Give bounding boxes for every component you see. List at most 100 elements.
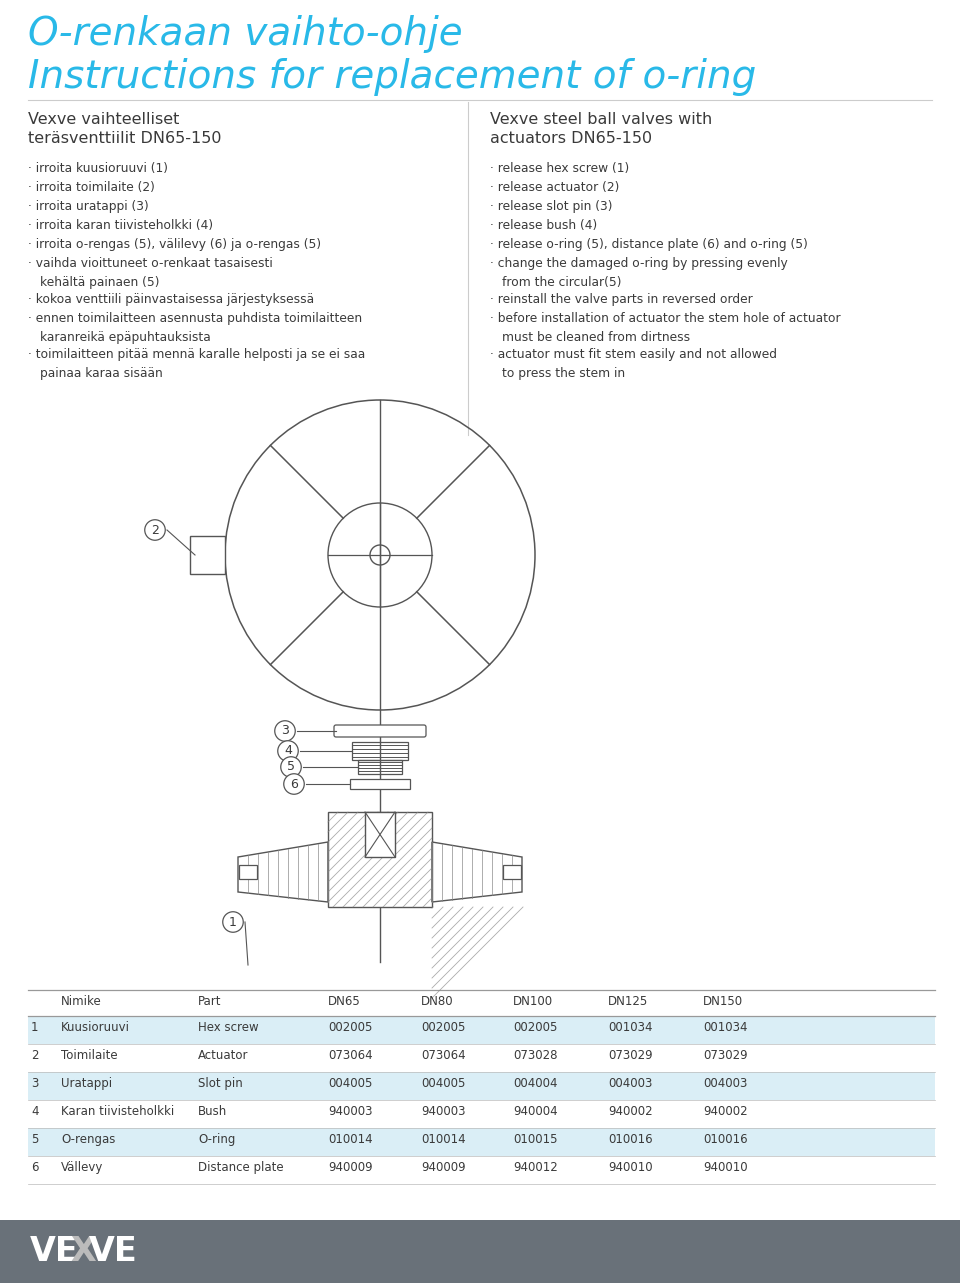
Text: · release o-ring (5), distance plate (6) and o-ring (5): · release o-ring (5), distance plate (6)…: [490, 239, 808, 251]
Text: 5: 5: [287, 761, 295, 774]
Text: DN65: DN65: [328, 996, 361, 1008]
Text: 5: 5: [31, 1133, 38, 1146]
Text: Toimilaite: Toimilaite: [61, 1049, 118, 1062]
Text: 073029: 073029: [703, 1049, 748, 1062]
Text: 2: 2: [151, 523, 159, 536]
Text: · irroita kuusioruuvi (1): · irroita kuusioruuvi (1): [28, 162, 168, 174]
Text: 940003: 940003: [328, 1105, 372, 1117]
FancyBboxPatch shape: [350, 779, 410, 789]
Text: Vexve vaihteelliset: Vexve vaihteelliset: [28, 112, 180, 127]
FancyBboxPatch shape: [28, 1073, 935, 1100]
Text: · irroita toimilaite (2): · irroita toimilaite (2): [28, 181, 155, 194]
Text: · release actuator (2): · release actuator (2): [490, 181, 619, 194]
Text: Vällevy: Vällevy: [61, 1161, 104, 1174]
Text: O-rengas: O-rengas: [61, 1133, 115, 1146]
Text: 940009: 940009: [328, 1161, 372, 1174]
Text: O-ring: O-ring: [198, 1133, 235, 1146]
Text: 940002: 940002: [703, 1105, 748, 1117]
FancyBboxPatch shape: [334, 725, 426, 736]
Text: 073028: 073028: [513, 1049, 558, 1062]
Text: Actuator: Actuator: [198, 1049, 249, 1062]
Text: 010016: 010016: [703, 1133, 748, 1146]
Text: 940012: 940012: [513, 1161, 558, 1174]
Text: 940009: 940009: [421, 1161, 466, 1174]
Text: to press the stem in: to press the stem in: [502, 367, 625, 380]
Text: 3: 3: [31, 1076, 38, 1091]
FancyBboxPatch shape: [239, 865, 257, 879]
Text: 002005: 002005: [421, 1021, 466, 1034]
Text: Uratappi: Uratappi: [61, 1076, 112, 1091]
Text: · irroita uratappi (3): · irroita uratappi (3): [28, 200, 149, 213]
Text: 073064: 073064: [328, 1049, 372, 1062]
FancyBboxPatch shape: [28, 1128, 935, 1156]
Text: 940003: 940003: [421, 1105, 466, 1117]
Text: 6: 6: [290, 777, 298, 790]
Text: · irroita o-rengas (5), välilevy (6) ja o-rengas (5): · irroita o-rengas (5), välilevy (6) ja …: [28, 239, 322, 251]
Text: 1: 1: [31, 1021, 38, 1034]
Text: 073064: 073064: [421, 1049, 466, 1062]
FancyBboxPatch shape: [328, 812, 432, 907]
FancyBboxPatch shape: [503, 865, 521, 879]
Text: 940004: 940004: [513, 1105, 558, 1117]
Text: O-renkaan vaihto-ohje: O-renkaan vaihto-ohje: [28, 15, 463, 53]
Text: kehältä painaen (5): kehältä painaen (5): [40, 276, 159, 289]
Text: DN125: DN125: [608, 996, 648, 1008]
Text: · ennen toimilaitteen asennusta puhdista toimilaitteen: · ennen toimilaitteen asennusta puhdista…: [28, 312, 362, 325]
Text: 940010: 940010: [703, 1161, 748, 1174]
FancyBboxPatch shape: [190, 536, 225, 574]
Text: X: X: [70, 1236, 96, 1268]
Text: from the circular(5): from the circular(5): [502, 276, 621, 289]
Text: 4: 4: [284, 744, 292, 757]
Text: 1: 1: [229, 916, 237, 929]
Text: DN80: DN80: [421, 996, 454, 1008]
Text: 010014: 010014: [421, 1133, 466, 1146]
Text: · release slot pin (3): · release slot pin (3): [490, 200, 612, 213]
Text: 940002: 940002: [608, 1105, 653, 1117]
Text: 6: 6: [31, 1161, 38, 1174]
Text: 001034: 001034: [703, 1021, 748, 1034]
Text: · actuator must fit stem easily and not allowed: · actuator must fit stem easily and not …: [490, 348, 777, 361]
Text: Bush: Bush: [198, 1105, 228, 1117]
Text: 010014: 010014: [328, 1133, 372, 1146]
Text: teräsventtiilit DN65-150: teräsventtiilit DN65-150: [28, 131, 222, 146]
Text: Instructions for replacement of o-ring: Instructions for replacement of o-ring: [28, 58, 756, 96]
Text: 940010: 940010: [608, 1161, 653, 1174]
Text: · release hex screw (1): · release hex screw (1): [490, 162, 629, 174]
Text: 004005: 004005: [421, 1076, 466, 1091]
Text: actuators DN65-150: actuators DN65-150: [490, 131, 652, 146]
Text: · irroita karan tiivisteholkki (4): · irroita karan tiivisteholkki (4): [28, 219, 213, 232]
Text: · vaihda vioittuneet o-renkaat tasaisesti: · vaihda vioittuneet o-renkaat tasaisest…: [28, 257, 273, 269]
Text: 002005: 002005: [513, 1021, 558, 1034]
Text: 004003: 004003: [608, 1076, 653, 1091]
Text: Slot pin: Slot pin: [198, 1076, 243, 1091]
Text: 010015: 010015: [513, 1133, 558, 1146]
Text: · kokoa venttiili päinvastaisessa järjestyksessä: · kokoa venttiili päinvastaisessa järjes…: [28, 293, 314, 307]
Text: VE: VE: [30, 1236, 79, 1268]
Text: · before installation of actuator the stem hole of actuator: · before installation of actuator the st…: [490, 312, 841, 325]
Text: Kuusioruuvi: Kuusioruuvi: [61, 1021, 130, 1034]
Text: · release bush (4): · release bush (4): [490, 219, 597, 232]
Text: · reinstall the valve parts in reversed order: · reinstall the valve parts in reversed …: [490, 293, 753, 307]
Text: Karan tiivisteholkki: Karan tiivisteholkki: [61, 1105, 175, 1117]
FancyBboxPatch shape: [28, 1016, 935, 1044]
Text: karanreikä epäpuhtauksista: karanreikä epäpuhtauksista: [40, 331, 211, 344]
Text: 3: 3: [281, 725, 289, 738]
Text: · toimilaitteen pitää mennä karalle helposti ja se ei saa: · toimilaitteen pitää mennä karalle help…: [28, 348, 365, 361]
Text: Part: Part: [198, 996, 222, 1008]
Text: VE: VE: [89, 1236, 137, 1268]
Text: Nimike: Nimike: [61, 996, 102, 1008]
FancyBboxPatch shape: [0, 1220, 960, 1283]
Text: 001034: 001034: [608, 1021, 653, 1034]
Text: 004003: 004003: [703, 1076, 748, 1091]
Text: must be cleaned from dirtness: must be cleaned from dirtness: [502, 331, 690, 344]
Text: 002005: 002005: [328, 1021, 372, 1034]
Text: Distance plate: Distance plate: [198, 1161, 283, 1174]
FancyBboxPatch shape: [365, 812, 395, 857]
Text: 004005: 004005: [328, 1076, 372, 1091]
Text: 073029: 073029: [608, 1049, 653, 1062]
Text: 004004: 004004: [513, 1076, 558, 1091]
Text: 4: 4: [31, 1105, 38, 1117]
Text: Vexve steel ball valves with: Vexve steel ball valves with: [490, 112, 712, 127]
Text: 010016: 010016: [608, 1133, 653, 1146]
Text: painaa karaa sisään: painaa karaa sisään: [40, 367, 163, 380]
